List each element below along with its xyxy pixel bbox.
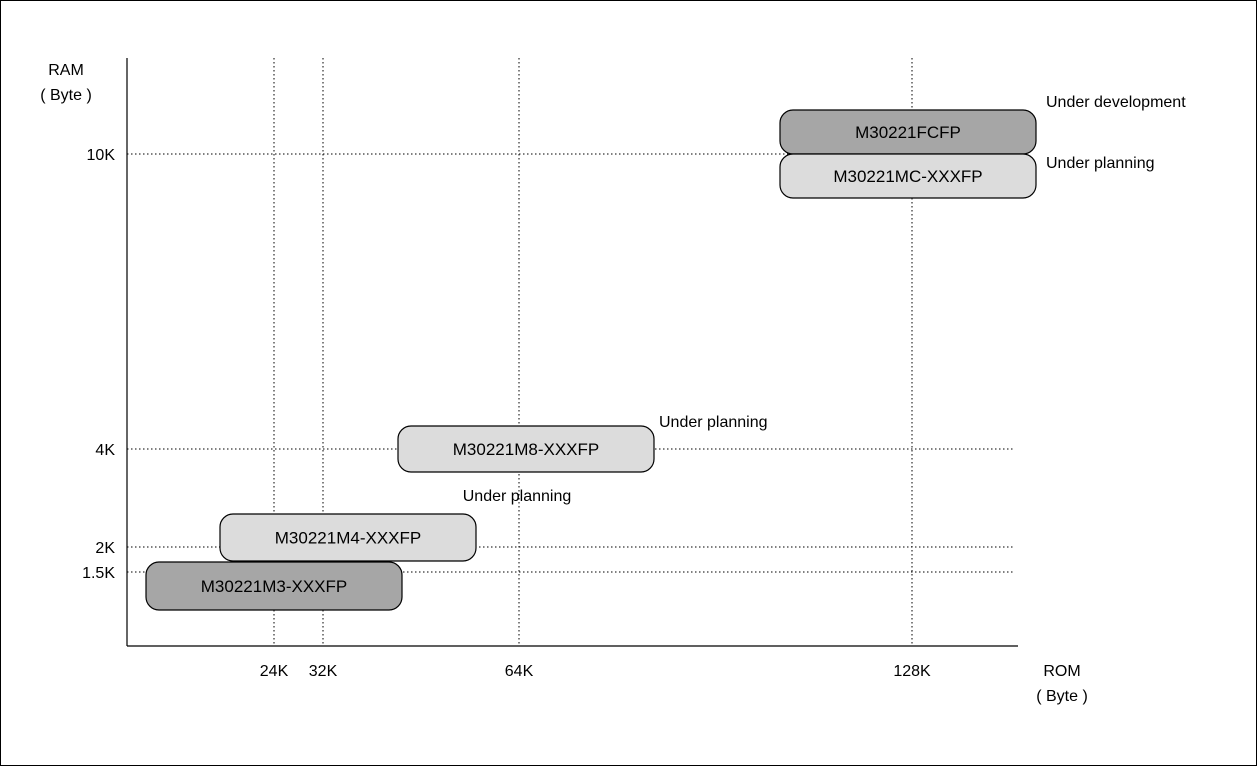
product-name: M30221M8-XXXFP [453, 440, 599, 459]
status-labels: Under development Under planning Under pla… [463, 94, 1186, 505]
x-axis-label: ROM [1043, 663, 1080, 680]
status-label: Under planning [463, 488, 572, 505]
y-tick-label: 2K [95, 540, 115, 557]
x-tick-label: 128K [893, 663, 931, 680]
axes [126, 58, 1018, 647]
product-chip [145, 561, 403, 611]
product-chips: M30221FCFP M30221MC-XXXFP M30221M8-XXXFP M3… [145, 109, 1037, 611]
y-tick-label: 10K [87, 147, 116, 164]
product-name: M30221FCFP [855, 123, 961, 142]
x-tick-label: 32K [309, 663, 338, 680]
product-chip [219, 513, 477, 562]
product-name: M30221M3-XXXFP [201, 577, 347, 596]
product-name: M30221MC-XXXFP [833, 167, 982, 186]
y-axis-unit: ( Byte ) [40, 87, 92, 104]
y-axis-label: RAM [48, 62, 84, 79]
product-chip [779, 153, 1037, 199]
x-tick-label: 24K [260, 663, 289, 680]
product-chip [397, 425, 655, 473]
tick-labels: 24K 32K 64K 128K 1.5K 2K 4K 10K [82, 147, 931, 680]
y-tick-label: 4K [95, 442, 115, 459]
product-name: M30221M4-XXXFP [275, 529, 421, 548]
y-tick-label: 1.5K [82, 565, 115, 582]
x-tick-label: 64K [505, 663, 534, 680]
status-label: Under development [1046, 94, 1186, 111]
status-label: Under planning [1046, 155, 1155, 172]
status-label: Under planning [659, 414, 768, 431]
x-axis-unit: ( Byte ) [1036, 688, 1088, 705]
